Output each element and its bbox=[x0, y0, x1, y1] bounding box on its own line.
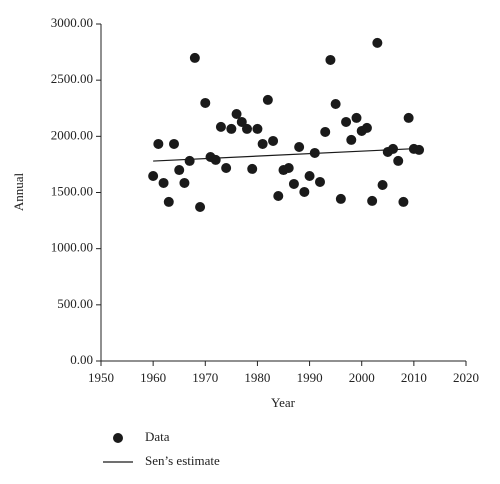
x-tick-label: 2010 bbox=[401, 370, 427, 385]
data-point bbox=[325, 54, 336, 65]
data-point bbox=[361, 122, 372, 133]
x-tick-label: 2020 bbox=[453, 370, 479, 385]
data-point bbox=[179, 177, 190, 188]
data-point bbox=[283, 163, 294, 174]
legend-marker bbox=[113, 433, 123, 443]
data-point bbox=[268, 135, 279, 146]
y-tick-label: 500.00 bbox=[57, 296, 93, 311]
data-point bbox=[195, 201, 206, 212]
data-point bbox=[221, 163, 232, 174]
data-point bbox=[252, 123, 263, 134]
x-tick-label: 1950 bbox=[88, 370, 114, 385]
data-point bbox=[273, 190, 284, 201]
data-point bbox=[226, 123, 237, 134]
data-point bbox=[403, 112, 414, 123]
data-point bbox=[377, 179, 388, 190]
y-tick-label: 1000.00 bbox=[51, 240, 93, 255]
x-axis-label: Year bbox=[271, 395, 296, 410]
data-point bbox=[215, 121, 226, 132]
data-point bbox=[231, 108, 242, 119]
x-tick-label: 1980 bbox=[244, 370, 270, 385]
data-point bbox=[262, 94, 273, 105]
data-point bbox=[189, 52, 200, 63]
y-tick-label: 2500.00 bbox=[51, 71, 93, 86]
data-point bbox=[184, 155, 195, 166]
data-point bbox=[414, 144, 425, 155]
y-tick-label: 1500.00 bbox=[51, 183, 93, 198]
data-point bbox=[393, 155, 404, 166]
y-axis-label: Annual bbox=[11, 172, 26, 211]
data-point bbox=[242, 123, 252, 134]
legend-label: Data bbox=[145, 429, 170, 444]
data-point bbox=[388, 143, 398, 154]
x-tick-label: 1970 bbox=[192, 370, 218, 385]
y-tick-label: 3000.00 bbox=[51, 15, 93, 30]
data-point bbox=[163, 196, 174, 207]
data-point bbox=[304, 170, 315, 181]
data-point bbox=[330, 98, 341, 109]
trend-line bbox=[153, 148, 414, 162]
data-point bbox=[158, 177, 169, 188]
data-point bbox=[169, 138, 179, 149]
data-point bbox=[294, 142, 305, 153]
data-point bbox=[153, 138, 164, 149]
data-point bbox=[210, 154, 221, 165]
data-point bbox=[320, 126, 331, 137]
data-point bbox=[257, 138, 268, 149]
x-tick-label: 1990 bbox=[297, 370, 323, 385]
y-tick-label: 0.00 bbox=[70, 352, 93, 367]
data-point bbox=[372, 37, 383, 48]
data-point bbox=[200, 97, 211, 108]
data-point bbox=[174, 165, 185, 176]
x-tick-label: 1960 bbox=[140, 370, 166, 385]
data-point bbox=[315, 176, 325, 187]
data-point bbox=[351, 112, 362, 123]
data-point bbox=[236, 116, 247, 127]
data-point bbox=[299, 186, 310, 197]
data-point bbox=[367, 195, 378, 206]
data-point bbox=[341, 116, 352, 127]
data-point bbox=[346, 134, 357, 145]
data-point bbox=[398, 196, 409, 207]
y-tick-label: 2000.00 bbox=[51, 127, 93, 142]
legend-label: Sen’s estimate bbox=[145, 453, 220, 468]
data-point bbox=[247, 163, 258, 174]
data-point bbox=[288, 178, 299, 189]
data-point bbox=[335, 193, 346, 204]
data-point bbox=[148, 170, 159, 181]
x-tick-label: 2000 bbox=[349, 370, 375, 385]
